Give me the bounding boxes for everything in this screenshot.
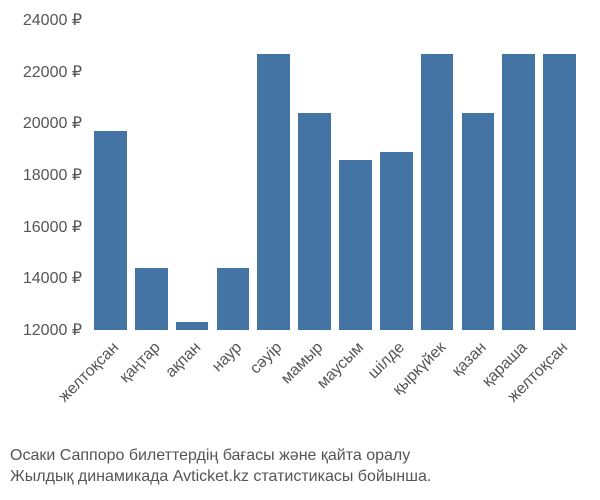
bar [176,322,209,330]
bar [339,160,372,331]
bar-slot [212,20,253,330]
x-label-slot: наур [212,335,253,455]
bar-slot [131,20,172,330]
x-label-slot: қаңтар [131,335,172,455]
bar [94,131,127,330]
bars-container [90,20,580,330]
bar-slot [539,20,580,330]
bar [543,54,576,330]
x-tick-label: наур [209,339,246,376]
price-chart: 12000 ₽ 14000 ₽ 16000 ₽ 18000 ₽ 20000 ₽ 22000… [0,0,600,500]
bar [502,54,535,330]
bar [462,113,495,330]
bar-slot [498,20,539,330]
y-tick-label: 24000 ₽ [23,10,90,30]
bar [217,268,250,330]
bar-slot [457,20,498,330]
x-label-slot: қыркүйек [417,335,458,455]
bar-slot [253,20,294,330]
caption-line-1: Осаки Саппоро билеттердің бағасы және қа… [10,445,590,467]
bar [421,54,454,330]
y-tick-label: 18000 ₽ [23,165,90,185]
y-tick-label: 20000 ₽ [23,113,90,133]
bar-slot [172,20,213,330]
x-label-slot: шілде [376,335,417,455]
x-axis-labels: желтоқсанқаңтарақпаннаурсәуірмамырмаусым… [90,335,580,455]
bar [380,152,413,330]
bar-slot [90,20,131,330]
x-label-slot: желтоқсан [90,335,131,455]
x-label-slot: маусым [335,335,376,455]
y-tick-label: 12000 ₽ [23,320,90,340]
bar-slot [335,20,376,330]
bar [298,113,331,330]
x-label-slot: сәуір [253,335,294,455]
plot-area: 12000 ₽14000 ₽16000 ₽18000 ₽20000 ₽22000… [90,20,580,330]
bar [257,54,290,330]
bar-slot [417,20,458,330]
x-tick-label: желтоқсан [56,339,123,406]
x-label-slot: желтоқсан [539,335,580,455]
bar [135,268,168,330]
y-tick-label: 16000 ₽ [23,217,90,237]
chart-caption: Осаки Саппоро билеттердің бағасы және қа… [10,445,590,488]
caption-line-2: Жылдық динамикада Avticket.kz статистика… [10,466,590,488]
bar-slot [376,20,417,330]
y-tick-label: 14000 ₽ [23,268,90,288]
x-label-slot: қазан [457,335,498,455]
bar-slot [294,20,335,330]
y-tick-label: 22000 ₽ [23,62,90,82]
x-label-slot: мамыр [294,335,335,455]
x-label-slot: ақпан [172,335,213,455]
